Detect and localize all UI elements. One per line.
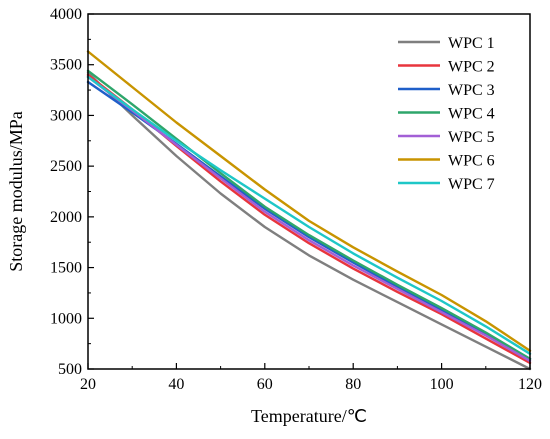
- series-line-wpc-5: [86, 75, 532, 363]
- x-tick-label: 120: [518, 376, 542, 393]
- legend-label: WPC 2: [448, 59, 495, 76]
- x-tick-label: 60: [257, 376, 273, 393]
- x-tick-label: 20: [80, 376, 96, 393]
- y-tick-label: 1500: [50, 260, 82, 277]
- x-tick-label: 100: [430, 376, 454, 393]
- y-axis-label: Storage modulus/MPa: [6, 111, 26, 272]
- axis-ticks: [87, 13, 531, 370]
- legend-label: WPC 4: [448, 106, 495, 123]
- y-tick-label: 3000: [50, 107, 82, 124]
- legend-label: WPC 1: [448, 35, 495, 52]
- y-tick-label: 3500: [50, 57, 82, 74]
- legend-label: WPC 6: [448, 153, 495, 170]
- series-line-wpc-1: [86, 71, 532, 371]
- legend-label: WPC 7: [448, 176, 495, 193]
- y-tick-label: 4000: [50, 6, 82, 23]
- legend-label: WPC 5: [448, 129, 495, 146]
- plot-lines: [86, 50, 532, 371]
- x-axis-label: Temperature/℃: [251, 406, 367, 426]
- y-tick-label: 1000: [50, 310, 82, 327]
- legend: WPC 1 WPC 2 WPC 3 WPC 4 WPC 5 WPC 6 WPC 7: [398, 35, 495, 193]
- tick-labels: 20 40 60 80 100 120 500 1000 1500 2000 2500 3000 350…: [50, 6, 542, 393]
- y-tick-label: 2500: [50, 158, 82, 175]
- series-line-wpc-7: [86, 75, 532, 355]
- y-tick-label: 500: [58, 361, 82, 378]
- x-tick-label: 80: [345, 376, 361, 393]
- y-tick-label: 2000: [50, 209, 82, 226]
- series-line-wpc-4: [86, 69, 532, 361]
- series-line-wpc-6: [86, 50, 532, 352]
- legend-label: WPC 3: [448, 82, 495, 99]
- x-tick-label: 40: [168, 376, 184, 393]
